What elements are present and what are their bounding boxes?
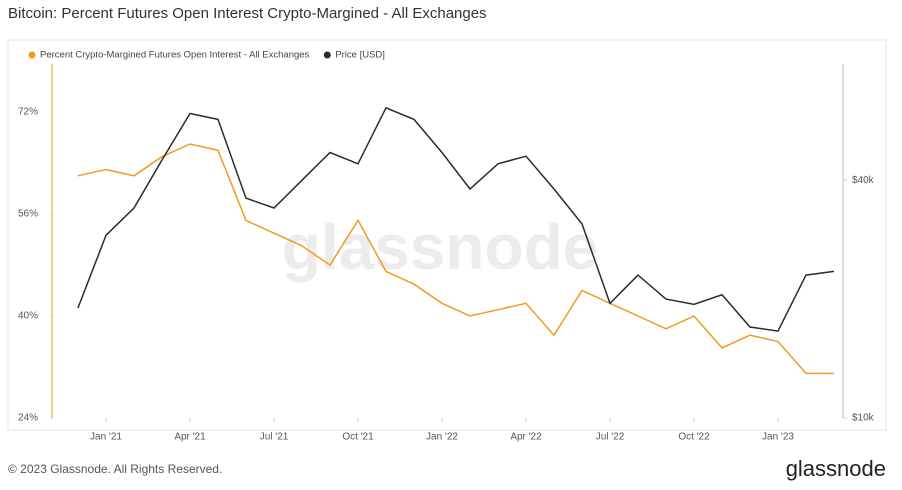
chart-frame: [7, 39, 887, 431]
y2-tick-label: $40k: [852, 175, 875, 186]
x-tick-label: Jul '22: [596, 432, 625, 443]
copyright: © 2023 Glassnode. All Rights Reserved.: [8, 462, 222, 476]
chart-title: Bitcoin: Percent Futures Open Interest C…: [8, 5, 487, 22]
x-tick-label: Jan '23: [762, 432, 794, 443]
x-tick-label: Oct '21: [342, 432, 374, 443]
x-tick-label: Apr '22: [510, 432, 542, 443]
x-tick-label: Oct '22: [678, 432, 710, 443]
x-tick-label: Apr '21: [174, 432, 206, 443]
legend-label: Price [USD]: [335, 50, 385, 61]
x-tick-label: Jan '21: [90, 432, 122, 443]
watermark: glassnode: [282, 211, 599, 283]
x-tick-label: Jul '21: [260, 432, 289, 443]
series-line: [77, 106, 835, 332]
x-tick-label: Jan '22: [426, 432, 458, 443]
y-tick-label: 24%: [18, 413, 38, 424]
legend-label: Percent Crypto-Margined Futures Open Int…: [40, 50, 310, 61]
y-tick-label: 40%: [18, 311, 38, 322]
legend-swatch: [323, 51, 331, 59]
logo: glassnode: [786, 456, 886, 481]
y-tick-label: 72%: [18, 107, 38, 118]
y2-tick-label: $10k: [852, 413, 875, 424]
series-line: [77, 143, 834, 375]
legend-swatch: [28, 51, 36, 59]
y-tick-label: 56%: [18, 209, 38, 220]
